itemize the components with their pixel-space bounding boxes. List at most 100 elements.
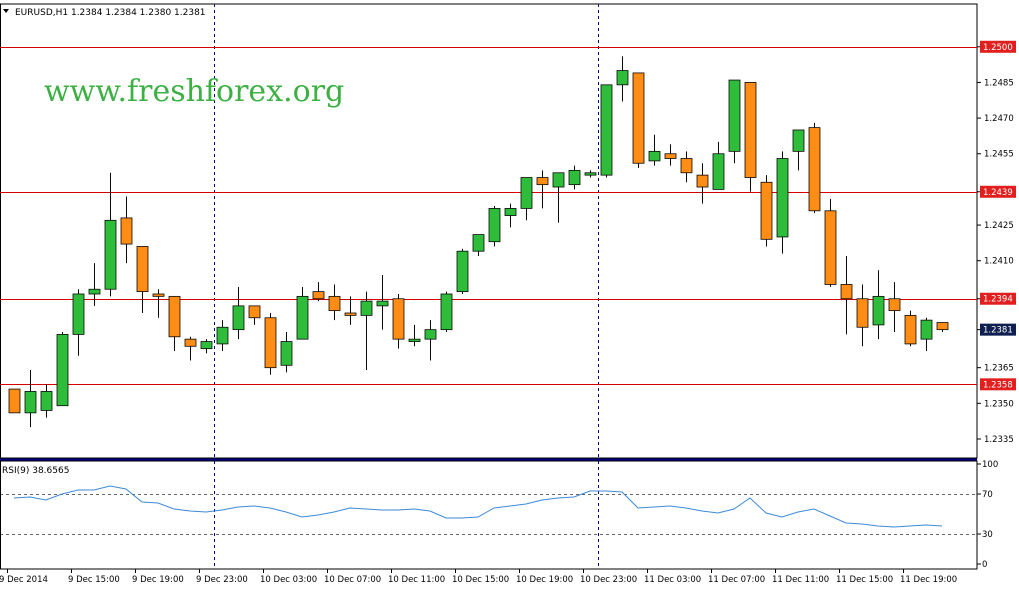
candle <box>712 141 725 190</box>
candle <box>648 134 661 166</box>
candle <box>376 274 389 330</box>
candle <box>920 317 933 352</box>
time-tick-label: 11 Dec 03:00 <box>644 575 701 585</box>
candle <box>40 384 53 418</box>
candle <box>936 322 949 333</box>
rsi-line <box>13 485 943 528</box>
price-tick-label: 1.2365 <box>984 364 1014 374</box>
candle <box>824 198 837 287</box>
time-tick-label: 11 Dec 07:00 <box>708 575 765 585</box>
time-tick-label: 10 Dec 11:00 <box>388 575 445 585</box>
bull-candle-body <box>24 391 37 414</box>
bull-candle-body <box>552 172 565 188</box>
bull-candle-body <box>72 293 85 335</box>
candle <box>264 313 277 375</box>
bear-candle-body <box>312 291 325 300</box>
chevron-down-icon[interactable] <box>3 9 9 13</box>
time-tick-label: 9 Dec 19:00 <box>132 575 184 585</box>
bear-candle-body <box>760 181 773 240</box>
bull-candle-body <box>600 84 613 176</box>
price-tick-label: 1.2485 <box>984 78 1014 88</box>
bull-candle-body <box>712 153 725 190</box>
bear-candle-body <box>344 312 357 316</box>
candle <box>216 320 229 352</box>
bear-candle-body <box>824 210 837 285</box>
price-pane[interactable] <box>0 3 978 461</box>
level-tag <box>980 40 1016 53</box>
candle <box>56 332 69 407</box>
bear-candle-body <box>152 293 165 297</box>
bull-candle-body <box>296 295 309 340</box>
bull-candle-body <box>472 234 485 252</box>
price-axis: 1.2500 1.2485 1.2470 1.2455 1.2439 1.2425 1.24… <box>977 40 1016 570</box>
candle <box>584 170 597 178</box>
level-tag-label: 1.2500 <box>983 43 1013 53</box>
symbol-title: EURUSD,H1 1.2384 1.2384 1.2380 1.2381 <box>15 8 206 18</box>
bear-candle-body <box>264 317 277 369</box>
bear-candle-body <box>136 246 149 293</box>
level-tag-label: 1.2439 <box>983 188 1013 198</box>
bull-candle-body <box>360 300 373 316</box>
time-tick-label: 11 Dec 15:00 <box>836 575 893 585</box>
bull-candle-body <box>104 219 117 290</box>
price-tick-label: 1.2470 <box>984 114 1014 124</box>
time-tick-label: 10 Dec 15:00 <box>452 575 509 585</box>
bear-candle-body <box>840 284 853 300</box>
candle <box>696 163 709 204</box>
bull-candle-body <box>408 338 421 342</box>
candle <box>136 246 149 314</box>
candle <box>664 144 677 166</box>
rsi-pane[interactable] <box>0 460 978 570</box>
bull-candle-body <box>200 341 213 350</box>
rsi-tick-label: 70 <box>982 490 993 500</box>
bull-candle-body <box>216 326 229 345</box>
candle <box>888 282 901 333</box>
candle <box>728 79 741 164</box>
time-tick-label: 10 Dec 23:00 <box>580 575 637 585</box>
bull-candle-body <box>232 305 245 331</box>
candle <box>24 370 37 428</box>
bear-candle-body <box>696 174 709 188</box>
candle <box>552 172 565 223</box>
level-tag <box>980 292 1016 305</box>
candle <box>328 284 341 321</box>
candle <box>760 175 773 247</box>
candle <box>632 72 645 169</box>
time-tick-label: 11 Dec 19:00 <box>900 575 957 585</box>
bear-candle-body <box>536 177 549 186</box>
bull-candle-body <box>40 391 53 411</box>
candle <box>72 289 85 356</box>
price-tick-label: 1.2410 <box>984 257 1014 267</box>
candle <box>792 129 805 171</box>
candle <box>504 203 517 228</box>
candle <box>744 82 757 192</box>
bear-candle-body <box>904 314 917 345</box>
candle <box>120 196 133 264</box>
bear-candle-body <box>8 388 21 414</box>
candle <box>8 388 21 414</box>
candle <box>104 172 117 297</box>
candle <box>184 336 197 361</box>
level-tag <box>980 185 1016 198</box>
candle <box>392 293 405 349</box>
price-tick-label: 1.2425 <box>984 221 1014 231</box>
time-tick-label: 10 Dec 07:00 <box>324 575 381 585</box>
candle <box>200 339 213 354</box>
candle <box>152 289 165 318</box>
bear-candle-body <box>184 338 197 347</box>
candle <box>280 332 293 373</box>
bull-candle-body <box>584 172 597 176</box>
bull-candle-body <box>728 79 741 152</box>
bear-candle-body <box>808 127 821 212</box>
candle <box>88 263 101 306</box>
candle <box>808 122 821 214</box>
bear-candle-body <box>888 298 901 312</box>
bear-candle-body <box>664 153 677 159</box>
rsi-tick-label: 0 <box>982 560 987 570</box>
candle <box>440 291 453 333</box>
bull-candle-body <box>56 333 69 407</box>
rsi-tick-label: 30 <box>982 530 993 540</box>
time-tick-label: 10 Dec 19:00 <box>516 575 573 585</box>
current-price-label: 1.2381 <box>983 326 1013 336</box>
candle <box>360 291 373 371</box>
